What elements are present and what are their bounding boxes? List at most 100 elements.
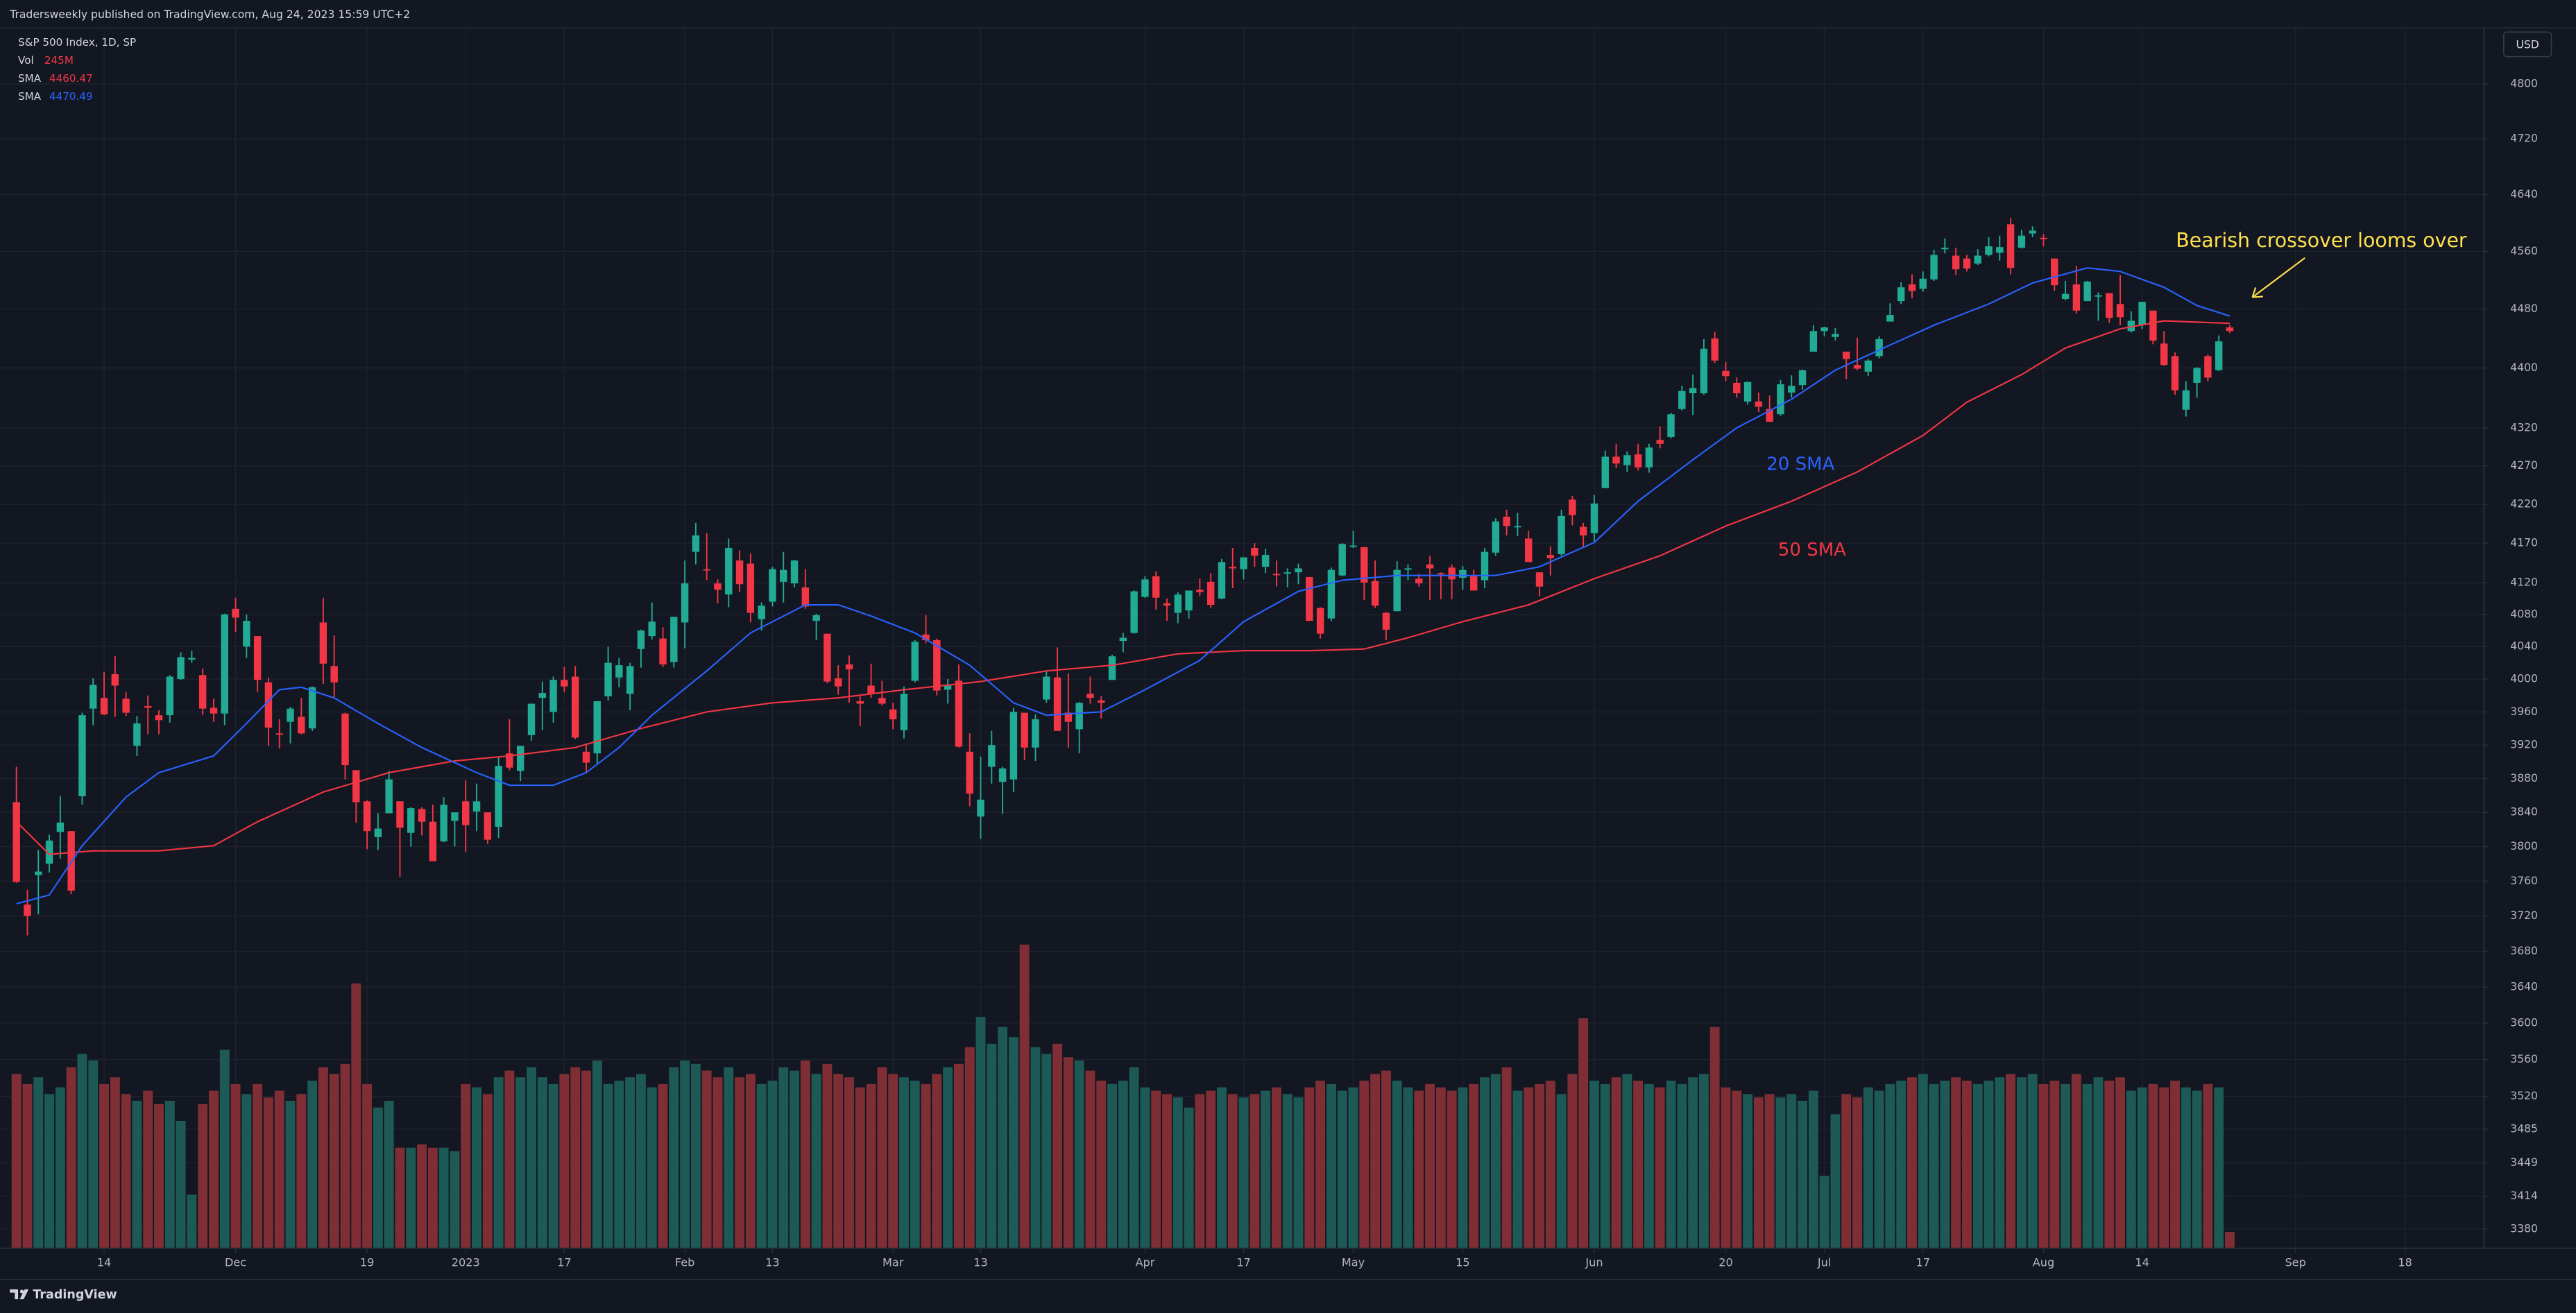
volume-bar xyxy=(274,1090,284,1248)
candle-body xyxy=(769,569,776,602)
x-tick-label: Aug xyxy=(2033,1256,2054,1269)
candle-body xyxy=(210,707,218,714)
candle-body xyxy=(506,753,513,768)
x-tick-label: Mar xyxy=(882,1256,904,1269)
volume-bar xyxy=(680,1061,690,1248)
volume-bar xyxy=(778,1067,789,1248)
candle-body xyxy=(1535,572,1544,587)
volume-bar xyxy=(756,1083,767,1248)
candle-body xyxy=(1985,246,1993,255)
volume-bar xyxy=(132,1101,142,1248)
volume-bar xyxy=(2115,1077,2125,1248)
volume-bar xyxy=(88,1061,99,1248)
candle-body xyxy=(1590,503,1598,533)
volume-bar xyxy=(1863,1087,1873,1248)
volume-bar xyxy=(910,1081,920,1248)
x-tick-label: Feb xyxy=(675,1256,694,1269)
footer-brand[interactable]: TradingView xyxy=(33,1288,117,1302)
candle-body xyxy=(330,666,338,683)
volume-bar xyxy=(701,1070,712,1248)
volume-bar xyxy=(2071,1074,2081,1248)
candle-body xyxy=(352,770,360,803)
currency-button[interactable] xyxy=(2502,31,2552,58)
candle-body xyxy=(1316,608,1324,634)
sma-legend-value: 4470.49 xyxy=(49,90,93,103)
candle-body xyxy=(549,680,557,712)
volume-bar xyxy=(658,1083,668,1248)
volume-bar xyxy=(176,1121,186,1248)
logo-icon xyxy=(10,1289,29,1300)
volume-bar xyxy=(2203,1083,2213,1248)
candle-body xyxy=(2006,224,2015,268)
volume-bar xyxy=(187,1194,197,1248)
candle-body xyxy=(198,675,207,709)
currency-label[interactable]: USD xyxy=(2516,39,2539,51)
y-tick-label: 3760 xyxy=(2510,875,2538,887)
volume-bar xyxy=(833,1074,844,1248)
volume-bar xyxy=(1830,1114,1841,1248)
volume-bar xyxy=(1490,1074,1501,1248)
candle-body xyxy=(12,802,20,882)
candle-body xyxy=(1218,562,1226,599)
volume-bar xyxy=(1359,1081,1370,1248)
volume-bar xyxy=(1282,1094,1293,1248)
candle-body xyxy=(538,693,546,698)
volume-bar xyxy=(1206,1090,1216,1248)
candle-body xyxy=(319,622,327,664)
candle-body xyxy=(889,709,897,720)
volume-bar xyxy=(790,1070,799,1248)
candle-body xyxy=(24,904,31,916)
candle-body xyxy=(2051,258,2058,286)
y-tick-label: 3960 xyxy=(2510,705,2538,718)
x-tick-label: 14 xyxy=(97,1256,111,1269)
candle-body xyxy=(1426,564,1434,569)
annotation-arrow xyxy=(2251,257,2305,298)
volume-bar xyxy=(592,1061,602,1248)
candle-body xyxy=(2171,356,2179,391)
volume-bar xyxy=(2192,1090,2202,1248)
volume-bar xyxy=(1798,1101,1807,1248)
candle-body xyxy=(944,685,952,690)
annotation: 20 SMA xyxy=(1766,454,1834,475)
volume-bar xyxy=(2126,1090,2136,1248)
candle-body xyxy=(922,634,930,640)
candle-body xyxy=(78,715,86,796)
volume-bar xyxy=(1666,1081,1676,1248)
candle-body xyxy=(221,614,228,714)
volume-bar xyxy=(395,1147,405,1248)
volume-bar xyxy=(1151,1090,1161,1248)
volume-bar xyxy=(450,1151,460,1248)
volume-bar xyxy=(417,1144,427,1248)
volume-bar xyxy=(351,983,361,1248)
candles xyxy=(12,218,2234,936)
candle-body xyxy=(1130,591,1138,633)
volume-bar xyxy=(329,1074,339,1248)
candle-body xyxy=(1974,255,1981,264)
candle-body xyxy=(2095,295,2102,297)
volume-bar xyxy=(253,1083,263,1248)
volume-legend-name: Vol xyxy=(18,54,34,67)
candle-body xyxy=(308,687,316,729)
candle-body xyxy=(582,751,590,763)
volume-bar xyxy=(998,1027,1008,1248)
x-tick-label: 13 xyxy=(973,1256,987,1269)
candle-body xyxy=(1832,334,1839,337)
volume-pane xyxy=(11,944,2235,1248)
candle-body xyxy=(758,606,765,619)
volume-bar xyxy=(800,1061,810,1248)
volume-bar xyxy=(1721,1087,1731,1248)
candle-body xyxy=(911,642,919,681)
candle-body xyxy=(407,808,415,833)
volume-bar xyxy=(1030,1047,1041,1248)
candle-body xyxy=(2226,327,2234,332)
candle-body xyxy=(89,685,97,709)
candle-body xyxy=(1875,338,1883,357)
volume-bar xyxy=(1907,1077,1917,1248)
volume-bar xyxy=(1348,1087,1358,1248)
candle-body xyxy=(100,698,108,714)
volume-bar xyxy=(515,1077,526,1248)
candle-body xyxy=(1306,576,1313,621)
candle-body xyxy=(2072,284,2081,311)
y-tick-label: 4560 xyxy=(2510,245,2538,257)
